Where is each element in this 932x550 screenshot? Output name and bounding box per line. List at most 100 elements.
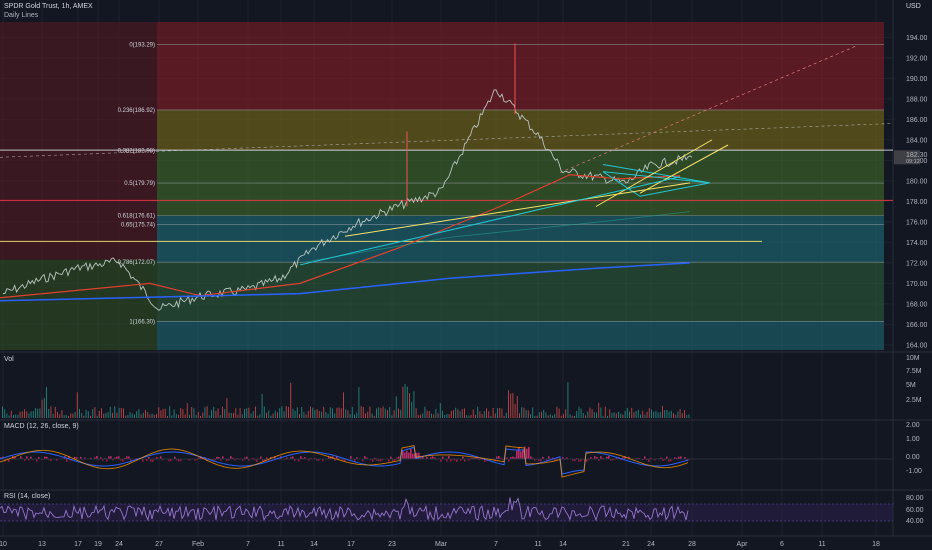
volume-bar	[492, 408, 494, 418]
volume-bar	[274, 410, 276, 418]
time-tick: 24	[115, 541, 123, 548]
volume-bar	[578, 406, 580, 418]
volume-bar	[101, 408, 102, 418]
macd-histogram-bar	[94, 457, 96, 459]
volume-bar	[175, 413, 177, 418]
volume-bar	[483, 411, 485, 418]
volume-bar	[48, 408, 50, 418]
volume-bar	[237, 414, 239, 418]
volume-bar	[453, 410, 454, 418]
macd-histogram-bar	[440, 459, 442, 462]
volume-tick: 7.5M	[906, 368, 922, 375]
volume-bar	[310, 406, 311, 418]
time-tick: 24	[647, 541, 655, 548]
volume-bar	[105, 413, 107, 418]
volume-bar	[549, 414, 551, 418]
volume-bar	[461, 408, 463, 418]
macd-histogram-bar	[234, 459, 236, 461]
macd-histogram-bar	[516, 450, 518, 459]
volume-bar	[602, 415, 604, 418]
time-tick: 14	[559, 541, 567, 548]
volume-bar	[365, 413, 366, 418]
volume-bar	[114, 406, 116, 418]
price-tick: 176.00	[906, 219, 928, 226]
fib-level-label: 0.618(176.61)	[118, 214, 155, 220]
volume-bar	[587, 411, 589, 418]
volume-bar	[420, 414, 421, 418]
macd-histogram-bar	[212, 459, 214, 461]
macd-histogram-bar	[254, 459, 256, 461]
volume-tick: 10M	[906, 355, 920, 362]
volume-bar	[457, 409, 459, 418]
volume-bar	[323, 406, 325, 418]
macd-histogram-bar	[520, 451, 522, 459]
volume-tick: 5M	[906, 382, 916, 389]
volume-bar	[193, 408, 195, 418]
macd-histogram-bar	[512, 456, 514, 459]
volume-bar	[208, 415, 210, 418]
macd-histogram-bar	[274, 456, 276, 459]
macd-histogram-bar	[196, 459, 198, 461]
macd-histogram-bar	[298, 459, 300, 462]
macd-histogram-bar	[446, 459, 448, 462]
volume-pane-label: Vol	[4, 356, 14, 363]
macd-histogram-bar	[450, 459, 452, 462]
macd-histogram-bar	[232, 457, 234, 459]
volume-bar	[626, 407, 628, 418]
volume-bar	[6, 413, 8, 418]
macd-histogram-bar	[478, 459, 480, 461]
volume-bar	[618, 411, 619, 418]
volume-bar	[279, 408, 281, 418]
macd-histogram-bar	[398, 456, 400, 459]
volume-bar	[613, 412, 615, 418]
macd-histogram-bar	[14, 456, 16, 459]
volume-bar	[488, 411, 490, 418]
price-tick: 184.00	[906, 137, 928, 144]
macd-histogram-bar	[148, 456, 150, 459]
volume-bar	[486, 408, 487, 418]
volume-bar	[556, 406, 558, 418]
price-axis[interactable]: 194.00 192.00 190.00 188.00 186.00 184.00 182.…	[906, 35, 928, 525]
volume-bar	[61, 410, 63, 418]
volume-bar	[145, 409, 146, 418]
macd-histogram-bar	[532, 457, 534, 459]
macd-histogram-bar	[20, 456, 22, 459]
macd-histogram-bar	[174, 456, 176, 459]
macd-histogram-bar	[562, 457, 564, 459]
volume-bar	[382, 406, 384, 418]
triangle-pattern	[602, 171, 711, 197]
volume-bar	[677, 411, 679, 418]
macd-histogram-bar	[538, 459, 540, 461]
macd-histogram-bar	[96, 456, 98, 459]
macd-histogram-bar	[502, 459, 504, 461]
volume-bar	[657, 412, 659, 418]
volume-bar	[222, 406, 223, 418]
volume-bar	[543, 409, 545, 418]
volume-bar	[490, 415, 492, 418]
volume-bar	[200, 415, 201, 418]
macd-histogram-bar	[624, 456, 626, 459]
macd-histogram-bar	[248, 459, 250, 461]
macd-histogram-bar	[404, 452, 406, 459]
volume-bar	[593, 412, 595, 418]
time-axis[interactable]: 10 13 17 19 24 27 Feb 7 11 14 17 23 Mar 7 11 14 21 24 28 Ap…	[0, 541, 880, 548]
volume-bar	[261, 393, 263, 418]
macd-histogram-bar	[126, 456, 128, 459]
macd-histogram-bar	[530, 456, 532, 459]
macd-tick: 2.00	[906, 422, 920, 429]
yellow-trendline	[344, 182, 691, 237]
macd-histogram-bar	[24, 459, 26, 461]
macd-histogram-bar	[242, 459, 244, 461]
macd-histogram-bar	[362, 459, 364, 462]
macd-histogram-bar	[48, 459, 50, 461]
macd-histogram-bar	[500, 457, 502, 459]
volume-bar	[180, 407, 182, 418]
volume-bar	[404, 383, 406, 418]
volume-bar	[642, 410, 644, 418]
volume-bar	[178, 414, 179, 418]
volume-bar	[637, 409, 639, 418]
volume-bar	[512, 392, 514, 418]
price-tick: 192.00	[906, 55, 928, 62]
volume-bar	[508, 390, 509, 418]
